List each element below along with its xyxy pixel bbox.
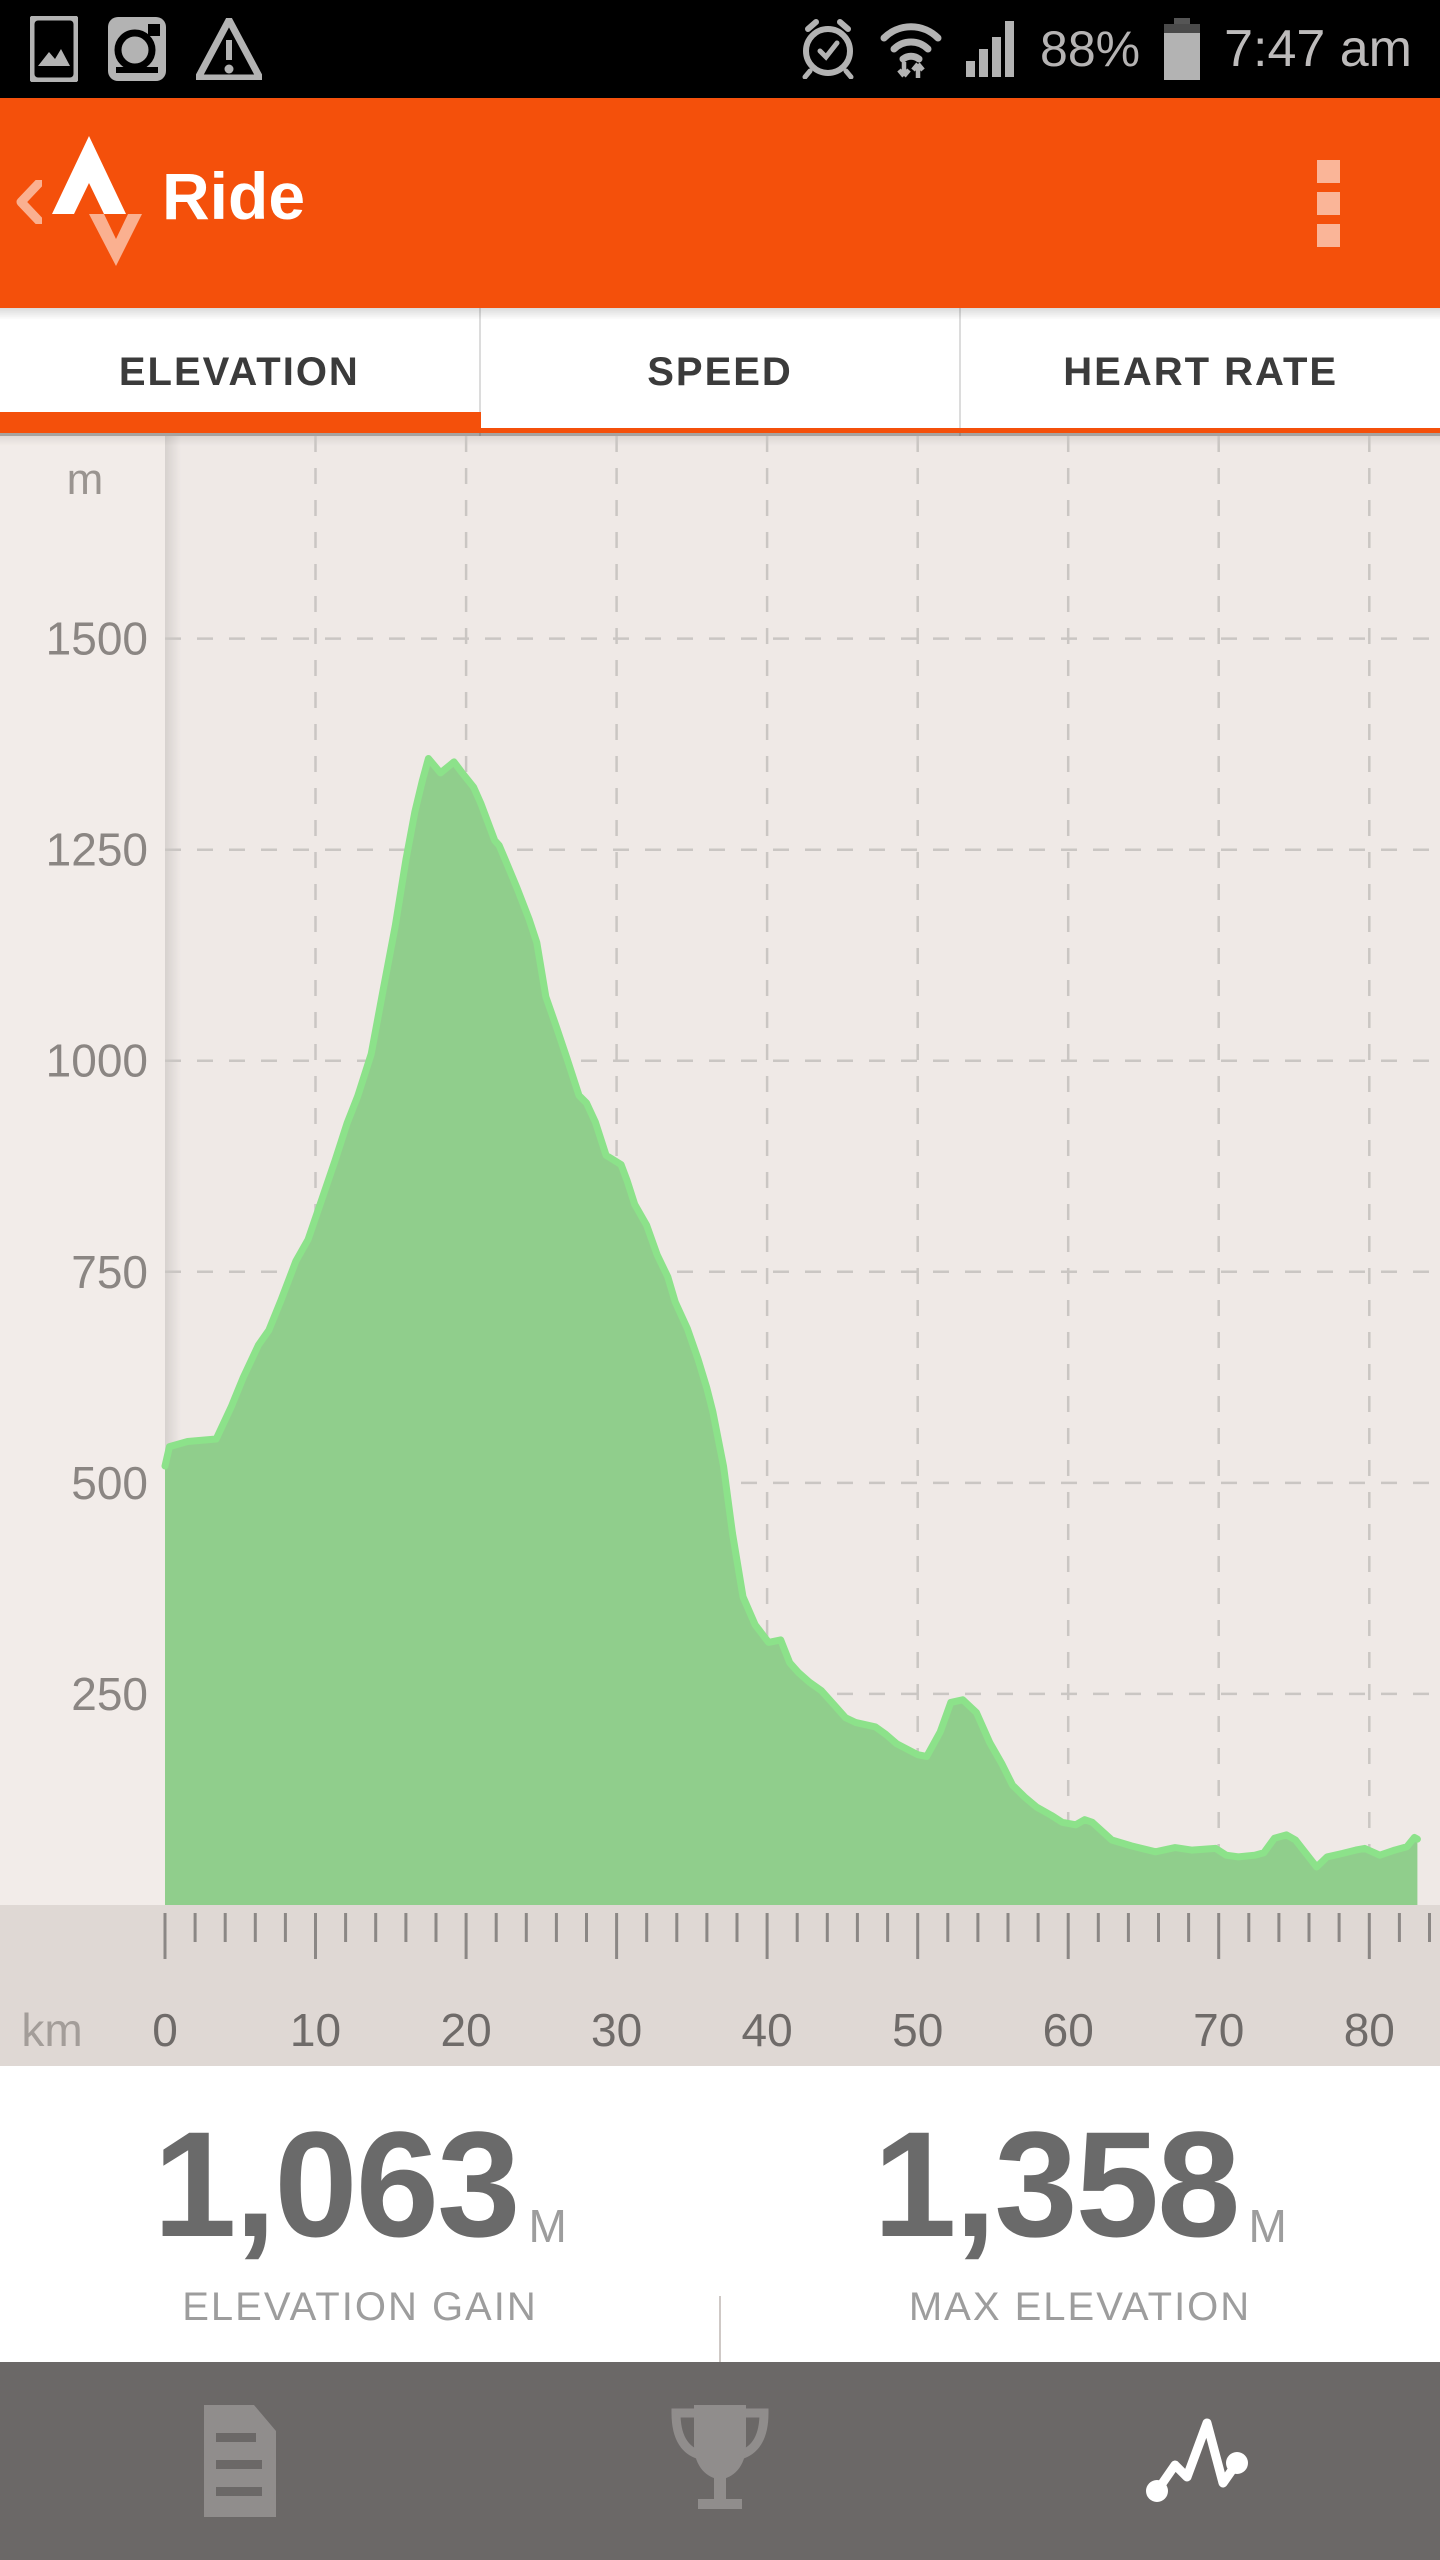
y-tick-label: 250	[71, 1668, 148, 1720]
elevation-gain-value: 1,063	[153, 2099, 520, 2268]
elevation-area-fill	[165, 758, 1418, 1905]
nav-item-achievements[interactable]	[480, 2362, 960, 2560]
pulse-icon	[1146, 2418, 1248, 2502]
warning-icon	[196, 18, 262, 80]
x-tick-label: 30	[591, 2004, 642, 2056]
strava-logo	[52, 136, 142, 266]
y-tick-label: 500	[71, 1457, 148, 1509]
alarm-icon	[802, 19, 854, 79]
clock: 7:47 am	[1224, 20, 1412, 78]
tabs-underline	[0, 428, 1440, 433]
elevation-line	[161, 755, 1421, 1871]
battery-icon	[1164, 18, 1201, 80]
camera-icon	[108, 17, 166, 81]
status-bar-system: 88% 7:47 am	[800, 0, 1412, 98]
x-tick-label: 70	[1193, 2004, 1244, 2056]
y-axis-unit: m	[67, 455, 104, 504]
trophy-icon	[671, 2405, 769, 2509]
tab-heart-rate[interactable]: HEART RATE	[959, 308, 1440, 436]
status-bar: 88% 7:47 am	[0, 0, 1440, 98]
x-axis-band	[0, 1905, 1440, 2066]
wifi-icon	[880, 23, 942, 78]
bottom-nav	[0, 2362, 1440, 2560]
signal-icon	[966, 21, 1015, 77]
stats-divider	[719, 2296, 721, 2362]
max-elevation-unit: M	[1248, 2199, 1287, 2252]
max-elevation-label: MAX ELEVATION	[908, 2284, 1252, 2329]
x-tick-label: 40	[742, 2004, 793, 2056]
y-tick-label: 1000	[46, 1035, 148, 1087]
x-axis-labels: km 0 10 20 30 40 50 60 70 80	[21, 2004, 1395, 2056]
elevation-chart[interactable]: km 0 10 20 30 40 50 60 70 80 m 1500 1250 1000 750 500 2…	[0, 436, 1440, 2066]
elevation-gain-unit: M	[528, 2199, 567, 2252]
stat-max-elevation: 1,358 M MAX ELEVATION	[720, 2066, 1440, 2362]
tab-speed[interactable]: SPEED	[478, 308, 960, 436]
nav-item-details[interactable]	[0, 2362, 480, 2560]
y-axis-labels: m 1500 1250 1000 750 500 250	[46, 455, 148, 1720]
nav-item-analysis[interactable]	[960, 2362, 1440, 2560]
y-axis-gutter	[0, 436, 165, 1905]
stat-elevation-gain: 1,063 M ELEVATION GAIN	[0, 2066, 720, 2362]
x-tick-label: 60	[1043, 2004, 1094, 2056]
active-tab-indicator	[0, 412, 481, 433]
y-tick-label: 750	[71, 1246, 148, 1298]
x-tick-label: 10	[290, 2004, 341, 2056]
battery-percent: 88%	[1040, 21, 1141, 77]
elevation-gain-label: ELEVATION GAIN	[182, 2284, 538, 2329]
stats-panel: 1,063 M ELEVATION GAIN 1,358 M MAX ELEVA…	[0, 2066, 1440, 2362]
document-icon	[204, 2405, 276, 2517]
overflow-menu-icon[interactable]	[1304, 143, 1352, 263]
x-tick-label: 20	[441, 2004, 492, 2056]
status-bar-notifications	[30, 0, 262, 98]
x-axis-unit: km	[21, 2004, 82, 2056]
tab-elevation[interactable]: ELEVATION	[118, 349, 360, 394]
page-title: Ride	[162, 159, 306, 233]
back-chevron-icon[interactable]	[16, 180, 42, 224]
gallery-icon	[30, 16, 78, 82]
app-header: Ride	[0, 98, 1440, 308]
max-elevation-value: 1,358	[873, 2099, 1240, 2268]
x-tick-label: 50	[892, 2004, 943, 2056]
x-axis-ticks	[163, 1913, 1431, 1959]
x-tick-label: 0	[152, 2004, 178, 2056]
x-tick-label: 80	[1344, 2004, 1395, 2056]
y-tick-label: 1500	[46, 613, 148, 665]
y-tick-label: 1250	[46, 824, 148, 876]
tabs-hairline	[0, 433, 1440, 436]
